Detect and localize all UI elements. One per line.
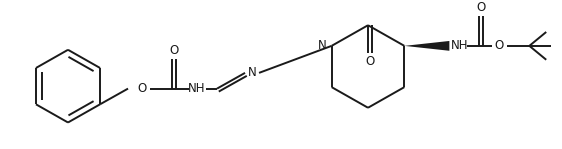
Text: O: O	[169, 44, 179, 57]
Text: O: O	[477, 1, 486, 14]
Text: NH: NH	[451, 39, 468, 52]
Text: O: O	[495, 39, 504, 52]
Text: O: O	[138, 82, 147, 95]
Polygon shape	[405, 41, 450, 51]
Text: N: N	[318, 39, 327, 52]
Text: N: N	[248, 66, 256, 79]
Text: O: O	[365, 55, 375, 68]
Text: NH: NH	[188, 82, 206, 95]
